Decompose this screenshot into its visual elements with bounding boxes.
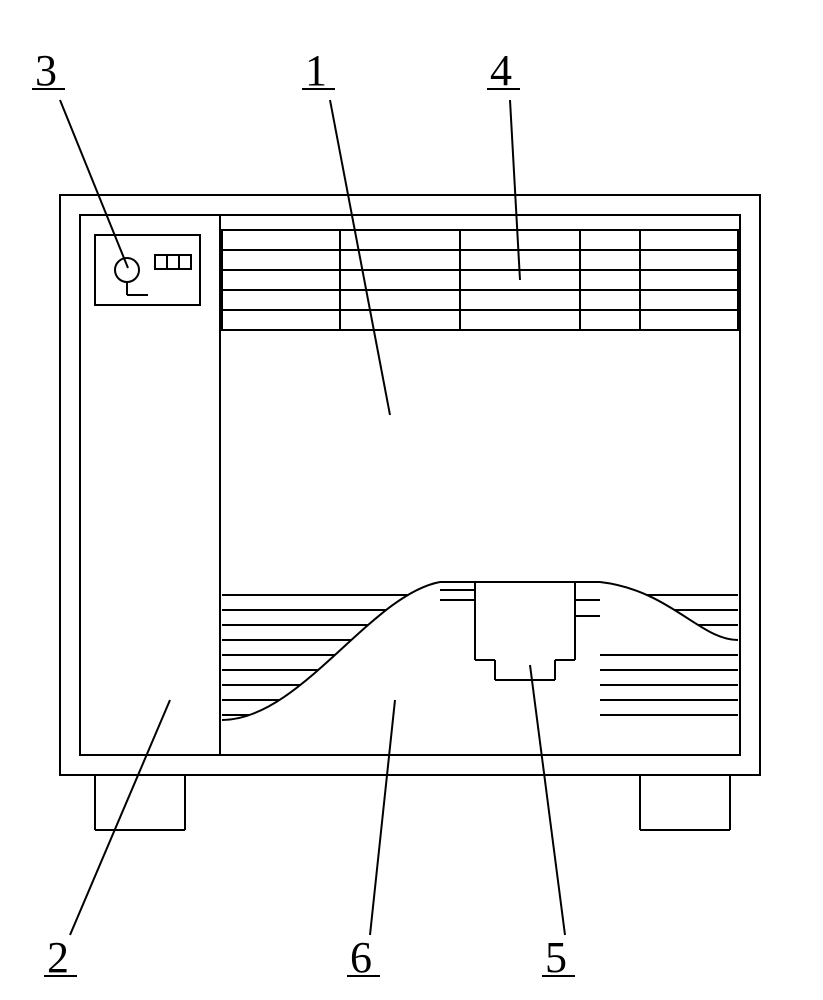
label-1: 1 — [305, 46, 327, 95]
dial-icon — [115, 258, 139, 282]
leader-l4 — [510, 100, 520, 280]
switch-icon — [155, 255, 191, 269]
leader-l5 — [530, 665, 565, 935]
label-4: 4 — [490, 46, 512, 95]
top-grill — [222, 230, 738, 330]
label-3: 3 — [35, 46, 57, 95]
leader-l6 — [370, 700, 395, 935]
leader-l2 — [70, 700, 170, 935]
label-6: 6 — [350, 933, 372, 982]
diagram-canvas: 1 2 3 4 5 6 — [0, 0, 823, 1000]
label-2: 2 — [47, 933, 69, 982]
outer-casing — [60, 195, 760, 775]
label-5: 5 — [545, 933, 567, 982]
